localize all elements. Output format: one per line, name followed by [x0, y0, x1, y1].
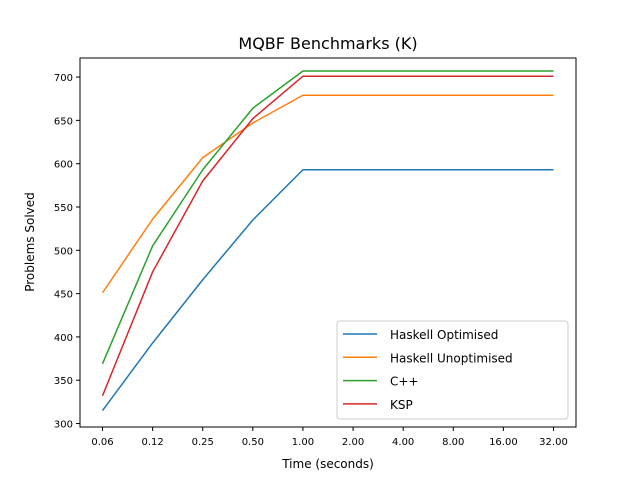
- x-tick-label: 4.00: [392, 437, 414, 448]
- legend-box: [336, 320, 569, 420]
- x-axis-label: Time (seconds): [281, 457, 374, 471]
- x-tick-label: 0.50: [242, 437, 264, 448]
- x-tick-label: 1.00: [292, 437, 314, 448]
- y-tick-label: 400: [54, 333, 73, 344]
- x-tick-label: 16.00: [489, 437, 518, 448]
- series-line-haskell-unoptimised: [101, 94, 554, 294]
- x-tick-label: 0.06: [91, 437, 113, 448]
- plot-area: [101, 70, 554, 411]
- legend-label: KSP: [390, 398, 413, 412]
- x-tick-label: 32.00: [539, 437, 568, 448]
- x-tick-label: 8.00: [442, 437, 464, 448]
- x-axis: 0.06 0.12 0.25 0.50 1.00 2.00 4.00 8.00 16.00 32.…: [91, 427, 568, 448]
- series-line-ksp: [101, 75, 554, 397]
- chart-title: MQBF Benchmarks (K): [238, 34, 417, 53]
- y-tick-label: 550: [54, 203, 73, 214]
- series-line-cplusplus: [101, 70, 554, 365]
- y-tick-label: 300: [54, 420, 73, 431]
- legend-label: C++: [390, 375, 419, 389]
- x-tick-label: 0.12: [141, 437, 163, 448]
- y-tick-label: 350: [54, 376, 73, 387]
- x-tick-label: 0.25: [192, 437, 214, 448]
- legend: Haskell Optimised Haskell Unoptimised C++ K…: [336, 320, 569, 420]
- y-tick-label: 500: [54, 246, 73, 257]
- legend-label: Haskell Unoptimised: [390, 351, 513, 365]
- y-tick-label: 450: [54, 290, 73, 301]
- y-tick-label: 700: [54, 73, 73, 84]
- y-tick-label: 600: [54, 160, 73, 171]
- series-line-haskell-optimised: [101, 168, 554, 411]
- plot-frame: [79, 57, 577, 428]
- x-tick-label: 2.00: [342, 437, 364, 448]
- y-tick-label: 650: [54, 116, 73, 127]
- y-axis-label: Problems Solved: [23, 192, 37, 292]
- legend-label: Haskell Optimised: [390, 328, 498, 342]
- y-axis: 300 350 400 450 500 550 600 650 700: [54, 73, 80, 431]
